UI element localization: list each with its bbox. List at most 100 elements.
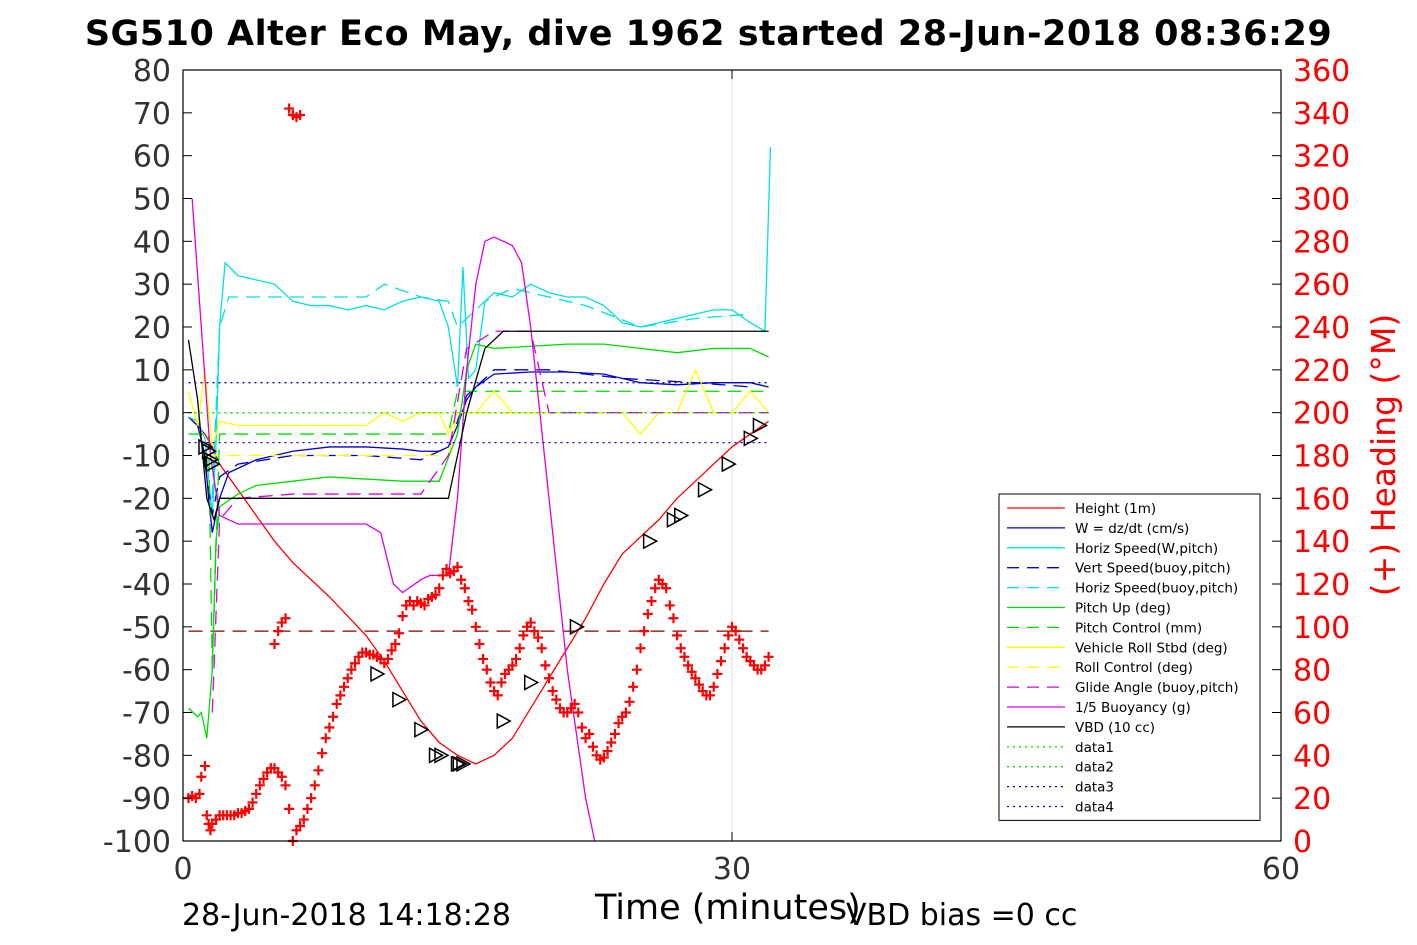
heading-marker xyxy=(734,634,745,645)
heading-marker xyxy=(331,698,342,709)
depth-triangle xyxy=(721,455,737,473)
depth-triangle xyxy=(205,455,221,473)
end-timestamp: 28-Jun-2018 14:18:28 xyxy=(182,898,511,933)
heading-marker xyxy=(199,761,210,772)
heading-marker xyxy=(467,604,478,615)
x-axis-label: Time (minutes) xyxy=(595,888,861,928)
heading-marker xyxy=(576,722,587,733)
left-tick-label: -20 xyxy=(122,482,171,517)
heading-marker xyxy=(194,788,205,799)
left-tick-label: 50 xyxy=(133,183,171,218)
legend-label: 1/5 Buoyancy (g) xyxy=(1075,700,1191,716)
depth-triangle xyxy=(496,712,512,730)
legend-label: data3 xyxy=(1075,780,1114,796)
legend-label: data1 xyxy=(1075,740,1114,756)
heading-marker xyxy=(719,643,730,654)
heading-marker xyxy=(661,583,672,594)
heading-marker xyxy=(628,681,639,692)
right-tick-label: 120 xyxy=(1293,568,1350,603)
heading-marker xyxy=(631,664,642,675)
heading-marker xyxy=(551,694,562,705)
heading-marker xyxy=(708,681,719,692)
heading-marker xyxy=(712,668,723,679)
depth-triangle xyxy=(642,532,659,550)
heading-marker xyxy=(276,771,287,782)
heading-marker xyxy=(295,821,306,832)
heading-marker xyxy=(295,109,306,120)
right-tick-label: 80 xyxy=(1293,654,1331,689)
heading-marker xyxy=(620,707,631,718)
left-tick-label: -30 xyxy=(122,525,171,560)
heading-marker xyxy=(350,658,361,669)
heading-marker xyxy=(317,748,328,759)
heading-marker xyxy=(298,814,309,825)
series-line-2 xyxy=(188,147,772,516)
heading-marker xyxy=(196,771,207,782)
heading-marker xyxy=(642,608,653,619)
heading-marker xyxy=(284,803,295,814)
heading-marker xyxy=(759,660,770,671)
heading-marker xyxy=(309,780,320,791)
x-tick-label: 30 xyxy=(713,852,751,887)
heading-marker xyxy=(481,664,492,675)
heading-marker xyxy=(668,613,679,624)
series-lines xyxy=(187,147,772,842)
series-line-4 xyxy=(211,283,751,499)
legend-label: data2 xyxy=(1075,760,1114,776)
right-tick-label: 40 xyxy=(1293,739,1331,774)
depth-triangle xyxy=(452,755,468,773)
heading-marker xyxy=(536,643,547,654)
left-tick-label: 60 xyxy=(133,140,171,175)
heading-marker xyxy=(201,810,212,821)
left-tick-label: -70 xyxy=(122,697,171,732)
left-tick-label: 0 xyxy=(152,397,171,432)
right-tick-label: 200 xyxy=(1293,397,1350,432)
axis-ticks: 80706050403020100-10-20-30-40-50-60-70-8… xyxy=(103,54,1350,887)
right-tick-label: 140 xyxy=(1293,525,1350,560)
heading-marker xyxy=(533,632,544,643)
heading-marker xyxy=(730,626,741,637)
x-tick-label: 0 xyxy=(173,852,192,887)
depth-triangle xyxy=(743,430,759,447)
depth-triangle xyxy=(370,665,386,683)
left-tick-label: 40 xyxy=(133,225,171,260)
right-tick-label: 100 xyxy=(1293,611,1350,646)
heading-marker xyxy=(419,600,430,611)
heading-marker xyxy=(635,643,646,654)
depth-triangle xyxy=(697,481,714,499)
x-tick-label: 60 xyxy=(1262,852,1300,887)
heading-marker xyxy=(569,698,580,709)
vbd-bias-text: VBD bias =0 cc xyxy=(846,898,1078,933)
heading-marker xyxy=(390,638,401,649)
heading-marker xyxy=(686,666,697,677)
heading-marker xyxy=(254,780,265,791)
left-tick-label: 70 xyxy=(133,97,171,132)
heading-marker xyxy=(302,803,313,814)
heading-marker xyxy=(716,656,727,667)
series-line-1 xyxy=(188,371,769,533)
right-axis-label: (+) Heading (°M) xyxy=(1364,314,1403,596)
depth-triangle xyxy=(203,451,220,469)
heading-marker xyxy=(587,741,598,752)
right-tick-label: 360 xyxy=(1293,54,1350,89)
depth-triangle xyxy=(666,511,683,529)
heading-marker xyxy=(434,583,445,594)
legend-label: Vehicle Roll Stbd (deg) xyxy=(1075,640,1228,656)
heading-marker xyxy=(672,630,683,641)
left-tick-label: 30 xyxy=(133,268,171,303)
left-tick-label: -90 xyxy=(122,782,171,817)
legend-label: Glide Angle (buoy,pitch) xyxy=(1075,680,1239,696)
heading-marker xyxy=(683,660,694,671)
heading-marker xyxy=(496,677,507,688)
heading-marker xyxy=(694,679,705,690)
heading-marker xyxy=(529,626,540,637)
heading-marker xyxy=(324,722,335,733)
heading-marker xyxy=(258,773,269,784)
heading-marker xyxy=(525,617,536,628)
heading-marker xyxy=(679,651,690,662)
series-line-11 xyxy=(187,330,769,523)
heading-marker xyxy=(320,733,331,744)
depth-triangle xyxy=(523,674,540,691)
heading-marker xyxy=(474,638,485,649)
